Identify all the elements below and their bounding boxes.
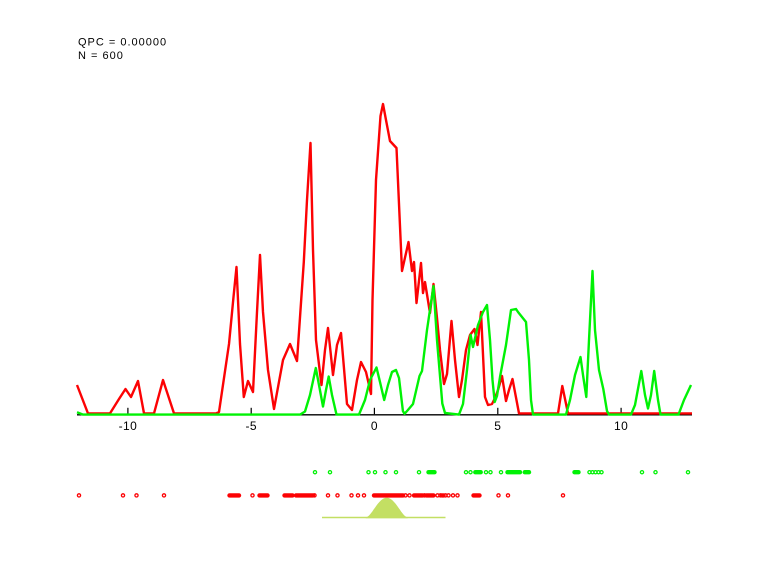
svg-text:QPC = 0.00000: QPC = 0.00000	[78, 37, 167, 49]
svg-text:0: 0	[371, 419, 378, 433]
svg-text:N = 600: N = 600	[78, 50, 124, 62]
svg-text:10: 10	[614, 419, 628, 433]
svg-text:5: 5	[494, 419, 501, 433]
svg-text:-10: -10	[119, 419, 138, 433]
svg-text:-5: -5	[245, 419, 256, 433]
